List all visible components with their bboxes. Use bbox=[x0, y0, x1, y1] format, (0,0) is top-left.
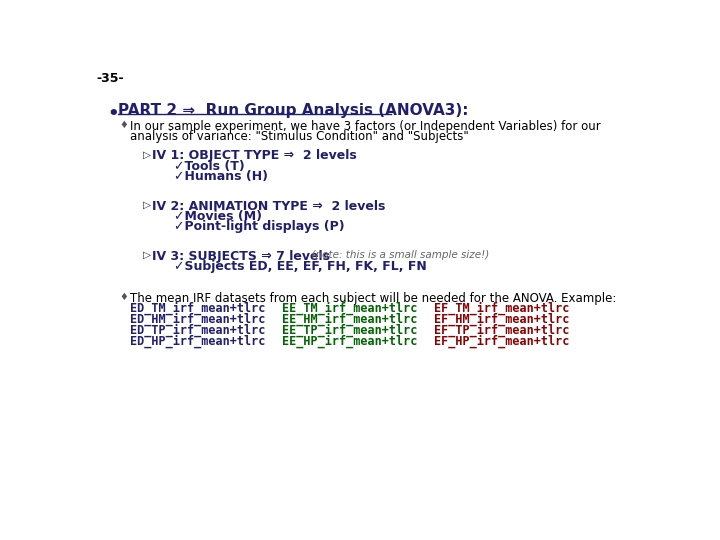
Text: (note: this is a small sample size!): (note: this is a small sample size!) bbox=[305, 249, 490, 260]
Text: EE_TM_irf_mean+tlrc: EE_TM_irf_mean+tlrc bbox=[282, 302, 418, 315]
Text: EE_HP_irf_mean+tlrc: EE_HP_irf_mean+tlrc bbox=[282, 334, 418, 348]
Text: ✓Point-light displays (P): ✓Point-light displays (P) bbox=[174, 220, 344, 233]
Text: ♦: ♦ bbox=[120, 292, 128, 302]
Text: EF_HP_irf_mean+tlrc: EF_HP_irf_mean+tlrc bbox=[434, 334, 570, 348]
Text: ♦: ♦ bbox=[120, 120, 128, 130]
Text: PART 2 ⇒  Run Group Analysis (ANOVA3):: PART 2 ⇒ Run Group Analysis (ANOVA3): bbox=[118, 103, 469, 118]
Text: ✓Subjects ED, EE, EF, FH, FK, FL, FN: ✓Subjects ED, EE, EF, FH, FK, FL, FN bbox=[174, 260, 426, 273]
Text: ▷: ▷ bbox=[143, 249, 150, 260]
Text: ✓Movies (M): ✓Movies (M) bbox=[174, 211, 261, 224]
Text: EE_HM_irf_mean+tlrc: EE_HM_irf_mean+tlrc bbox=[282, 313, 418, 326]
Text: -35-: -35- bbox=[96, 72, 124, 85]
Text: ▷: ▷ bbox=[143, 150, 150, 159]
Text: ✓Humans (H): ✓Humans (H) bbox=[174, 170, 268, 183]
Text: EF_TP_irf_mean+tlrc: EF_TP_irf_mean+tlrc bbox=[434, 323, 570, 337]
Text: IV 2: ANIMATION TYPE ⇒  2 levels: IV 2: ANIMATION TYPE ⇒ 2 levels bbox=[152, 200, 385, 213]
Text: EE_TP_irf_mean+tlrc: EE_TP_irf_mean+tlrc bbox=[282, 323, 418, 337]
Text: ED_HM_irf_mean+tlrc: ED_HM_irf_mean+tlrc bbox=[130, 313, 266, 326]
Text: IV 1: OBJECT TYPE ⇒  2 levels: IV 1: OBJECT TYPE ⇒ 2 levels bbox=[152, 150, 356, 163]
Text: ✓Tools (T): ✓Tools (T) bbox=[174, 160, 245, 173]
Text: •: • bbox=[107, 105, 119, 123]
Text: ED_HP_irf_mean+tlrc: ED_HP_irf_mean+tlrc bbox=[130, 334, 266, 348]
Text: EF_TM_irf_mean+tlrc: EF_TM_irf_mean+tlrc bbox=[434, 302, 570, 315]
Text: analysis of variance: "Stimulus Condition" and "Subjects": analysis of variance: "Stimulus Conditio… bbox=[130, 130, 469, 143]
Text: ▷: ▷ bbox=[143, 200, 150, 210]
Text: In our sample experiment, we have 3 factors (or Independent Variables) for our: In our sample experiment, we have 3 fact… bbox=[130, 120, 601, 133]
Text: ED_TM_irf_mean+tlrc: ED_TM_irf_mean+tlrc bbox=[130, 302, 266, 315]
Text: ED_TP_irf_mean+tlrc: ED_TP_irf_mean+tlrc bbox=[130, 323, 266, 337]
Text: The mean IRF datasets from each subject will be needed for the ANOVA. Example:: The mean IRF datasets from each subject … bbox=[130, 292, 616, 305]
Text: IV 3: SUBJECTS ⇒ 7 levels: IV 3: SUBJECTS ⇒ 7 levels bbox=[152, 249, 330, 262]
Text: EF_HM_irf_mean+tlrc: EF_HM_irf_mean+tlrc bbox=[434, 313, 570, 326]
